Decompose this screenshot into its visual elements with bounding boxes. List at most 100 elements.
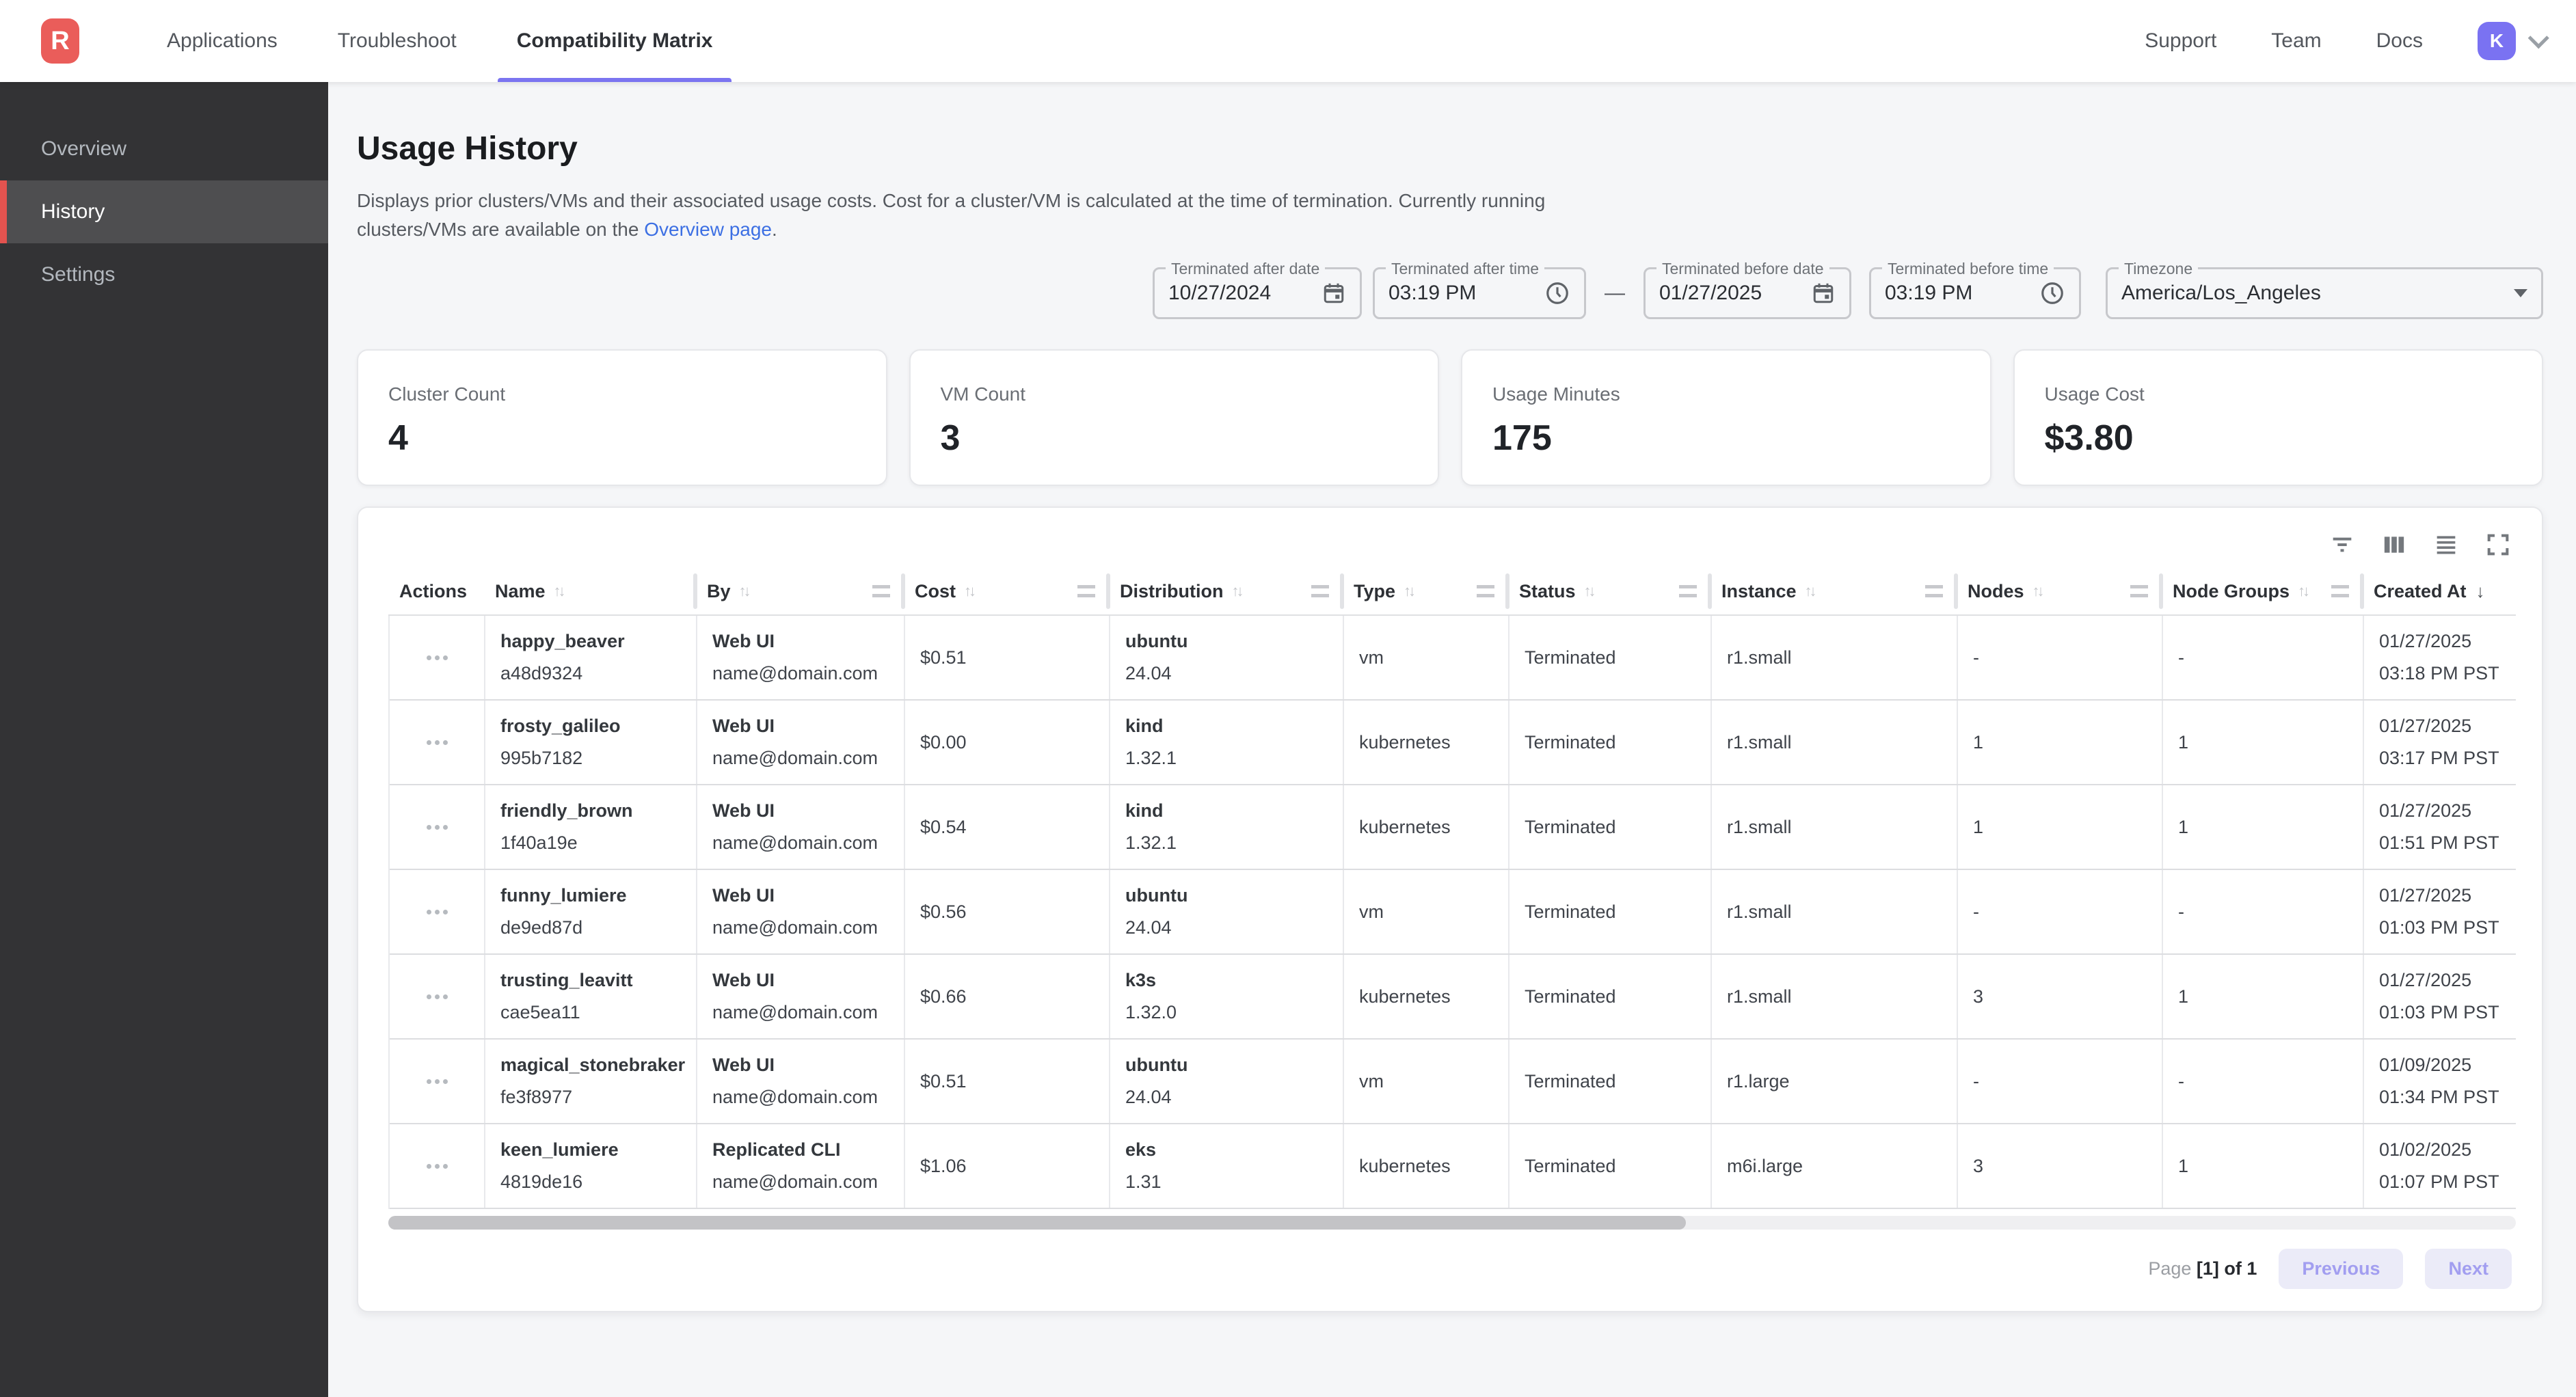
- sort-arrows-icon[interactable]: ↑↓: [1583, 582, 1596, 599]
- sidebar-item[interactable]: Overview: [0, 118, 328, 180]
- clock-icon[interactable]: [1544, 280, 1570, 306]
- sort-arrows-icon[interactable]: ↑↓: [553, 582, 566, 599]
- created-by-email-link[interactable]: name@domain.com: [712, 917, 878, 938]
- timezone-select[interactable]: Timezone America/Los_Angeles: [2106, 260, 2543, 319]
- more-horizontal-icon[interactable]: [426, 1079, 448, 1084]
- more-horizontal-icon[interactable]: [426, 909, 448, 914]
- created-by-email-link[interactable]: name@domain.com: [712, 1002, 878, 1022]
- nav-link[interactable]: Support: [2145, 29, 2217, 52]
- nav-tab[interactable]: Applications: [137, 0, 308, 82]
- by-cell: Web UI name@domain.com: [697, 616, 905, 699]
- horizontal-scrollbar[interactable]: [388, 1216, 2516, 1230]
- scrollbar-thumb[interactable]: [388, 1216, 1687, 1230]
- sort-arrows-icon[interactable]: ↑↓: [964, 582, 976, 599]
- table-row[interactable]: friendly_brown 1f40a19e Web UI name@doma…: [390, 785, 2516, 870]
- more-horizontal-icon[interactable]: [426, 994, 448, 999]
- status-value: Terminated: [1525, 816, 1616, 837]
- table-row[interactable]: happy_beaver a48d9324 Web UI name@domain…: [390, 616, 2516, 701]
- column-resize-icon[interactable]: [1679, 585, 1697, 597]
- terminated-after-date-input[interactable]: Terminated after date 10/27/2024: [1153, 260, 1362, 319]
- column-header[interactable]: Status ↑↓ ↓: [1508, 568, 1712, 614]
- sort-arrows-icon[interactable]: ↑↓: [738, 582, 751, 599]
- column-header[interactable]: Name ↑↓ ↓: [484, 568, 697, 614]
- created-by-source: Web UI: [712, 716, 775, 736]
- column-resize-icon[interactable]: [1311, 585, 1329, 597]
- created-by-email-link[interactable]: name@domain.com: [712, 1087, 878, 1107]
- table-row[interactable]: magical_stonebraker fe3f8977 Web UI name…: [390, 1040, 2516, 1124]
- type-cell: vm: [1344, 1040, 1510, 1123]
- nav-link[interactable]: Docs: [2376, 29, 2423, 52]
- column-header[interactable]: Cost ↑↓ ↓: [904, 568, 1110, 614]
- terminated-after-time-input[interactable]: Terminated after time 03:19 PM: [1373, 260, 1586, 319]
- cluster-name: friendly_brown: [500, 800, 633, 821]
- column-resize-icon[interactable]: [872, 585, 890, 597]
- more-horizontal-icon[interactable]: [426, 824, 448, 830]
- created-date: 01/27/2025: [2379, 885, 2472, 906]
- status-value: Terminated: [1525, 731, 1616, 752]
- fullscreen-icon[interactable]: [2484, 531, 2512, 558]
- column-header[interactable]: Actions ↑↓ ↓: [388, 568, 484, 614]
- sort-arrows-icon[interactable]: ↑↓: [1804, 582, 1817, 599]
- stat-card: Usage Minutes 175: [1461, 349, 1991, 486]
- nav-tab[interactable]: Troubleshoot: [308, 0, 487, 82]
- filter-icon[interactable]: [2329, 531, 2356, 558]
- column-resize-icon[interactable]: [2331, 585, 2349, 597]
- stat-value: $3.80: [2044, 418, 2134, 458]
- more-horizontal-icon[interactable]: [426, 740, 448, 745]
- stat-card: VM Count 3: [909, 349, 1439, 486]
- density-icon[interactable]: [2432, 531, 2460, 558]
- table-row[interactable]: keen_lumiere 4819de16 Replicated CLI nam…: [390, 1124, 2516, 1209]
- calendar-icon[interactable]: [1811, 281, 1836, 306]
- more-horizontal-icon[interactable]: [426, 655, 448, 660]
- avatar[interactable]: K: [2478, 22, 2516, 60]
- terminated-before-time-input[interactable]: Terminated before time 03:19 PM: [1869, 260, 2081, 319]
- sort-arrows-icon[interactable]: ↑↓: [1404, 582, 1416, 599]
- created-by-email-link[interactable]: name@domain.com: [712, 663, 878, 683]
- table-row[interactable]: trusting_leavitt cae5ea11 Web UI name@do…: [390, 955, 2516, 1040]
- more-horizontal-icon[interactable]: [426, 1163, 448, 1169]
- column-header[interactable]: Nodes ↑↓ ↓: [1957, 568, 2163, 614]
- table-row[interactable]: funny_lumiere de9ed87d Web UI name@domai…: [390, 870, 2516, 955]
- column-header[interactable]: By ↑↓ ↓: [696, 568, 905, 614]
- overview-page-link[interactable]: Overview page: [644, 219, 772, 240]
- arrow-down-icon[interactable]: ↓: [2476, 580, 2485, 601]
- cost-cell: $0.51: [905, 616, 1110, 699]
- sort-arrows-icon[interactable]: ↑↓: [2032, 582, 2045, 599]
- nav-tab[interactable]: Compatibility Matrix: [487, 0, 743, 82]
- column-header[interactable]: Created At ↑↓ ↓: [2363, 568, 2516, 614]
- previous-page-button[interactable]: Previous: [2279, 1249, 2404, 1289]
- sort-arrows-icon[interactable]: ↑↓: [2298, 582, 2310, 599]
- created-by-email-link[interactable]: name@domain.com: [712, 832, 878, 853]
- column-header[interactable]: Type ↑↓ ↓: [1343, 568, 1510, 614]
- nav-link[interactable]: Team: [2271, 29, 2322, 52]
- terminated-before-date-input[interactable]: Terminated before date 01/27/2025: [1643, 260, 1851, 319]
- created-by-email-link[interactable]: name@domain.com: [712, 1171, 878, 1192]
- sort-arrows-icon[interactable]: ↑↓: [1231, 582, 1244, 599]
- account-menu[interactable]: K: [2478, 22, 2549, 60]
- created-by-email-link[interactable]: name@domain.com: [712, 748, 878, 768]
- columns-icon[interactable]: [2380, 531, 2408, 558]
- created-by-source: Web UI: [712, 970, 775, 990]
- column-header[interactable]: Node Groups ↑↓ ↓: [2162, 568, 2364, 614]
- column-resize-icon[interactable]: [1477, 585, 1494, 597]
- distribution-cell: eks 1.31: [1110, 1124, 1344, 1208]
- replicated-logo[interactable]: R: [41, 18, 79, 64]
- field-label: Terminated before date: [1656, 260, 1829, 278]
- clock-icon[interactable]: [2039, 280, 2065, 306]
- column-resize-icon[interactable]: [2130, 585, 2148, 597]
- cluster-name: keen_lumiere: [500, 1139, 619, 1160]
- name-cell: trusting_leavitt cae5ea11: [485, 955, 697, 1038]
- status-value: Terminated: [1525, 986, 1616, 1007]
- column-resize-icon[interactable]: [1925, 585, 1943, 597]
- sidebar-item[interactable]: History: [0, 180, 328, 243]
- column-header[interactable]: Instance ↑↓ ↓: [1710, 568, 1958, 614]
- column-header[interactable]: Distribution ↑↓ ↓: [1109, 568, 1344, 614]
- column-resize-icon[interactable]: [1077, 585, 1095, 597]
- sidebar-item[interactable]: Settings: [0, 243, 328, 306]
- top-navbar: R Applications Troubleshoot Compatibilit…: [0, 0, 2576, 82]
- column-header-label: Nodes: [1968, 580, 2024, 601]
- next-page-button[interactable]: Next: [2425, 1249, 2512, 1289]
- cluster-name: trusting_leavitt: [500, 970, 633, 990]
- calendar-icon[interactable]: [1321, 281, 1346, 306]
- table-row[interactable]: frosty_galileo 995b7182 Web UI name@doma…: [390, 701, 2516, 785]
